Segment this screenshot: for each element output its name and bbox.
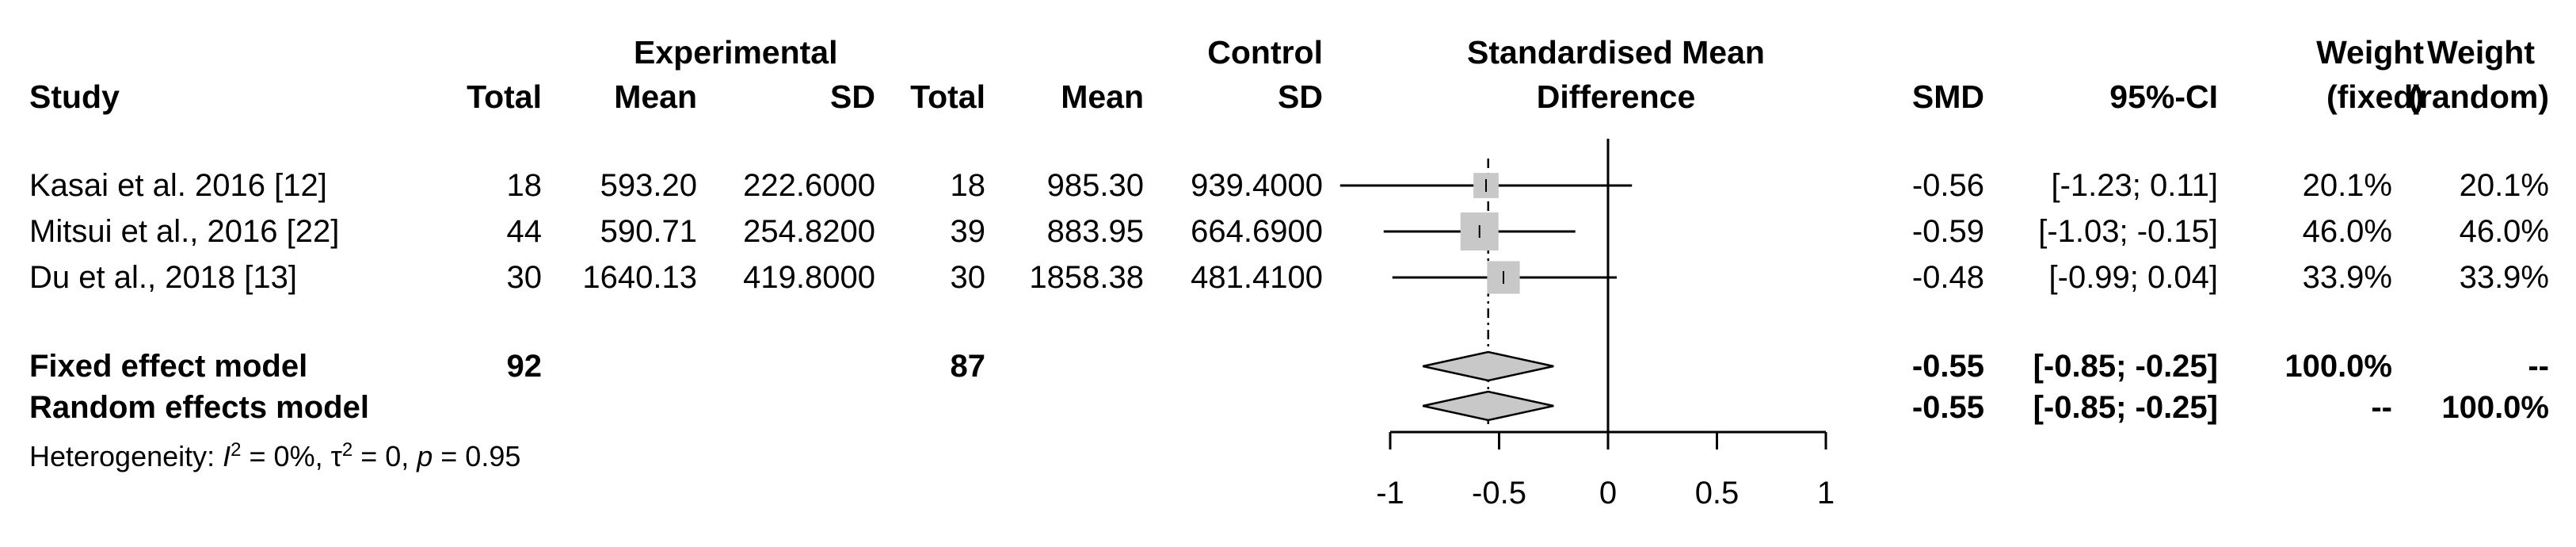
weight-random-header-line2: (random) [2408, 78, 2549, 115]
control-group-header: Control [1207, 34, 1323, 71]
fixed-weight-random: -- [2528, 349, 2549, 384]
ctl-total: 30 [950, 260, 986, 295]
smd-value: -0.48 [1911, 260, 1984, 295]
exp-total: 18 [506, 168, 543, 203]
study-name: Kasai et al. 2016 [12] [29, 168, 327, 203]
ctl-mean-header: Mean [1061, 78, 1144, 115]
weight-random: 46.0% [2459, 214, 2549, 249]
i2-value: = 0%, [241, 440, 331, 472]
ci-header: 95%-CI [2109, 78, 2218, 115]
weight-random: 33.9% [2459, 260, 2549, 295]
i2-symbol: I [223, 440, 231, 472]
random-weight-random: 100.0% [2441, 390, 2549, 425]
x-tick-label: -1 [1376, 476, 1404, 511]
ctl-mean: 1858.38 [1029, 260, 1144, 295]
fixed-ctl-total: 87 [950, 349, 986, 384]
summary-diamond [1422, 390, 1554, 422]
x-tick-label: -0.5 [1472, 476, 1526, 511]
study-name: Du et al., 2018 [13] [29, 260, 298, 295]
random-smd: -0.55 [1911, 390, 1984, 425]
study-name: Mitsui et al., 2016 [22] [29, 214, 340, 249]
x-tick-label: 0.5 [1695, 476, 1740, 511]
i2-superscript: 2 [231, 439, 242, 461]
weight-random-header-line1: Weight [2427, 34, 2535, 71]
weight-random: 20.1% [2459, 168, 2549, 203]
fixed-weight-fixed: 100.0% [2284, 349, 2392, 384]
heterogeneity-prefix: Heterogeneity: [29, 440, 223, 472]
heterogeneity-stats: Heterogeneity: I2 = 0%, τ2 = 0, p = 0.95 [29, 441, 520, 471]
random-model-name: Random effects model [29, 390, 369, 425]
ci-value: [-0.99; 0.04] [2048, 260, 2218, 295]
ctl-total: 39 [950, 214, 986, 249]
weight-fixed-header-line1: Weight [2316, 34, 2424, 71]
ctl-sd: 664.6900 [1191, 214, 1323, 249]
fixed-model-name: Fixed effect model [29, 349, 308, 384]
ctl-mean: 985.30 [1046, 168, 1144, 203]
exp-mean-header: Mean [614, 78, 697, 115]
weight-fixed: 46.0% [2302, 214, 2392, 249]
ci-value: [-1.03; -0.15] [2038, 214, 2218, 249]
tau-value: = 0, [352, 440, 417, 472]
exp-total: 44 [506, 214, 543, 249]
smd-value: -0.56 [1911, 168, 1984, 203]
ctl-total-header: Total [910, 78, 985, 115]
fixed-ci: [-0.85; -0.25] [2033, 349, 2218, 384]
effect-header-line1: Standardised Mean [1467, 34, 1765, 71]
x-tick-label: 0 [1599, 476, 1617, 511]
p-value: = 0.95 [433, 440, 521, 472]
ci-value: [-1.23; 0.11] [2051, 168, 2218, 203]
fixed-exp-total: 92 [506, 349, 543, 384]
effect-header-line2: Difference [1536, 78, 1696, 115]
ctl-total: 18 [950, 168, 986, 203]
exp-total: 30 [506, 260, 543, 295]
fixed-smd: -0.55 [1911, 349, 1984, 384]
p-symbol: p [417, 440, 433, 472]
tau-superscript: 2 [341, 439, 353, 461]
ctl-sd-header: SD [1278, 78, 1323, 115]
exp-sd: 254.8200 [743, 214, 875, 249]
random-weight-fixed: -- [2371, 390, 2392, 425]
x-tick-label: 1 [1817, 476, 1835, 511]
random-ci: [-0.85; -0.25] [2033, 390, 2218, 425]
exp-mean: 1640.13 [582, 260, 697, 295]
weight-fixed: 20.1% [2302, 168, 2392, 203]
exp-sd-header: SD [830, 78, 875, 115]
exp-sd: 419.8000 [743, 260, 875, 295]
weight-fixed: 33.9% [2302, 260, 2392, 295]
exp-mean: 590.71 [600, 214, 697, 249]
smd-value: -0.59 [1911, 214, 1984, 249]
smd-header: SMD [1911, 78, 1984, 115]
exp-mean: 593.20 [600, 168, 697, 203]
study-header: Study [29, 78, 120, 115]
ctl-sd: 939.4000 [1191, 168, 1323, 203]
weight-fixed-header-line2: (fixed) [2326, 78, 2424, 115]
exp-total-header: Total [467, 78, 542, 115]
summary-diamond [1422, 350, 1554, 382]
experimental-group-header: Experimental [634, 34, 838, 71]
tau-symbol: τ [330, 440, 342, 472]
ctl-mean: 883.95 [1046, 214, 1144, 249]
exp-sd: 222.6000 [743, 168, 875, 203]
ctl-sd: 481.4100 [1191, 260, 1323, 295]
